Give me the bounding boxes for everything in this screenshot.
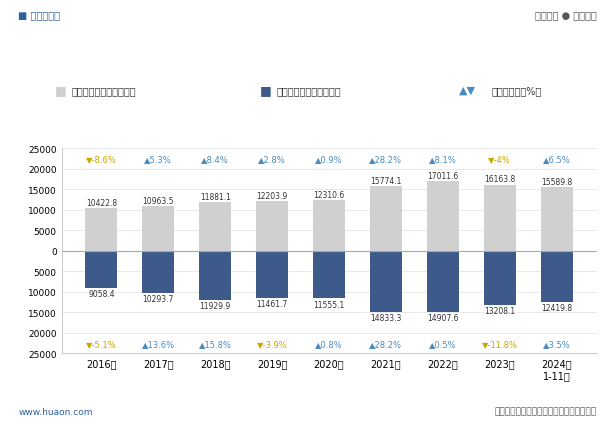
Text: 数据来源：中国海关，华经产业研究院整理: 数据来源：中国海关，华经产业研究院整理 xyxy=(494,406,597,416)
Text: ▲6.5%: ▲6.5% xyxy=(543,155,571,164)
Bar xyxy=(427,182,459,251)
Text: ▲▼: ▲▼ xyxy=(459,86,476,95)
Text: ▲8.4%: ▲8.4% xyxy=(201,155,229,164)
Text: 13208.1: 13208.1 xyxy=(484,307,515,316)
Text: 9058.4: 9058.4 xyxy=(88,290,114,299)
Text: 11461.7: 11461.7 xyxy=(256,299,288,308)
Text: 11555.1: 11555.1 xyxy=(314,300,344,309)
Text: ▲15.8%: ▲15.8% xyxy=(199,339,232,348)
Text: ▲2.8%: ▲2.8% xyxy=(258,155,286,164)
Text: 12310.6: 12310.6 xyxy=(314,191,344,200)
Text: ▼-4%: ▼-4% xyxy=(488,155,511,164)
Bar xyxy=(541,251,573,302)
Bar xyxy=(484,185,516,251)
Text: 11881.1: 11881.1 xyxy=(200,193,231,201)
Bar xyxy=(256,251,288,298)
Text: ■: ■ xyxy=(55,84,66,97)
Text: 进口商品总值（亿美元）: 进口商品总值（亿美元） xyxy=(276,86,341,95)
Text: 16163.8: 16163.8 xyxy=(484,175,515,184)
Text: 15774.1: 15774.1 xyxy=(370,177,402,186)
Bar xyxy=(142,251,174,294)
Text: ▲13.6%: ▲13.6% xyxy=(141,339,175,348)
Bar xyxy=(199,251,231,300)
Bar xyxy=(427,251,459,312)
Text: 12203.9: 12203.9 xyxy=(256,191,288,200)
Text: ▲0.9%: ▲0.9% xyxy=(315,155,343,164)
Text: 15589.8: 15589.8 xyxy=(541,177,573,186)
Bar xyxy=(256,201,288,251)
Text: 10293.7: 10293.7 xyxy=(143,295,174,304)
Bar xyxy=(370,251,402,312)
Text: ▼-8.6%: ▼-8.6% xyxy=(86,155,117,164)
Text: ▲3.5%: ▲3.5% xyxy=(543,339,571,348)
Text: 同比增长率（%）: 同比增长率（%） xyxy=(492,86,542,95)
Text: ▲28.2%: ▲28.2% xyxy=(370,155,402,164)
Text: ▲5.3%: ▲5.3% xyxy=(145,155,172,164)
Text: www.huaon.com: www.huaon.com xyxy=(18,406,93,416)
Text: 14907.6: 14907.6 xyxy=(427,314,459,322)
Bar xyxy=(370,187,402,251)
Text: 出口商品总值（亿美元）: 出口商品总值（亿美元） xyxy=(71,86,136,95)
Bar xyxy=(313,201,345,251)
Text: 11929.9: 11929.9 xyxy=(199,301,231,310)
Bar xyxy=(142,207,174,251)
Bar xyxy=(199,203,231,251)
Text: ▲0.5%: ▲0.5% xyxy=(429,339,457,348)
Text: 17011.6: 17011.6 xyxy=(427,172,459,181)
Text: 12419.8: 12419.8 xyxy=(541,303,573,312)
Bar xyxy=(484,251,516,305)
Text: ▼-5.1%: ▼-5.1% xyxy=(86,339,117,348)
Text: 10422.8: 10422.8 xyxy=(85,199,117,207)
Text: ▲28.2%: ▲28.2% xyxy=(370,339,402,348)
Text: ▼-3.9%: ▼-3.9% xyxy=(256,339,287,348)
Text: ■: ■ xyxy=(260,84,271,97)
Text: ■ 华经情报网: ■ 华经情报网 xyxy=(18,10,60,20)
Bar xyxy=(313,251,345,299)
Text: ▲0.8%: ▲0.8% xyxy=(315,339,343,348)
Text: 2016-2024年11月中国与亚洲进、出口商品总值: 2016-2024年11月中国与亚洲进、出口商品总值 xyxy=(161,19,454,37)
Text: 10963.5: 10963.5 xyxy=(143,196,174,205)
Bar xyxy=(541,187,573,251)
Bar xyxy=(85,209,117,251)
Text: ▲8.1%: ▲8.1% xyxy=(429,155,457,164)
Bar xyxy=(85,251,117,288)
Text: 14833.3: 14833.3 xyxy=(370,313,402,322)
Text: ▼-11.8%: ▼-11.8% xyxy=(482,339,518,348)
Text: 专业严谨 ● 客观科学: 专业严谨 ● 客观科学 xyxy=(535,10,597,20)
